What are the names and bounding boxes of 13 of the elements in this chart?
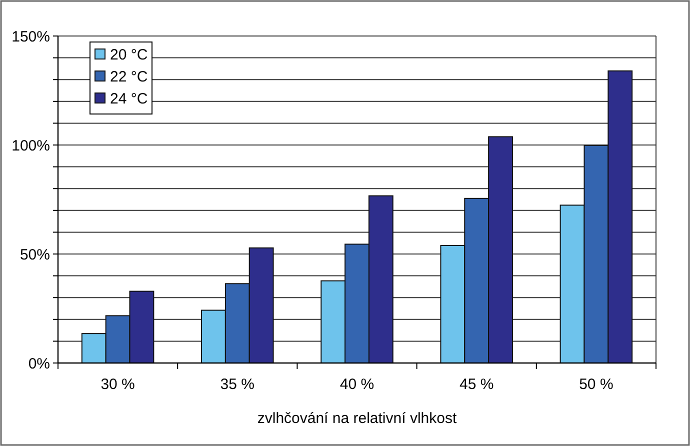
x-tick-label: 45 % [460, 376, 494, 393]
x-axis-title: zvlhčování na relativní vlhkost [257, 410, 458, 427]
x-tick-label: 50 % [579, 376, 614, 393]
legend-label: 24 °C [110, 90, 148, 108]
legend-label: 20 °C [110, 46, 148, 64]
x-tick-label: 30 % [100, 376, 135, 393]
y-tick-label: 150% [12, 28, 50, 46]
x-tick-label: 40 % [340, 376, 374, 393]
x-tick-label: 35 % [220, 376, 254, 393]
y-tick-label: 50% [20, 246, 50, 264]
legend-label: 22 °C [110, 68, 148, 86]
y-tick-label: 0% [28, 355, 50, 372]
y-tick-label: 100% [12, 137, 50, 154]
